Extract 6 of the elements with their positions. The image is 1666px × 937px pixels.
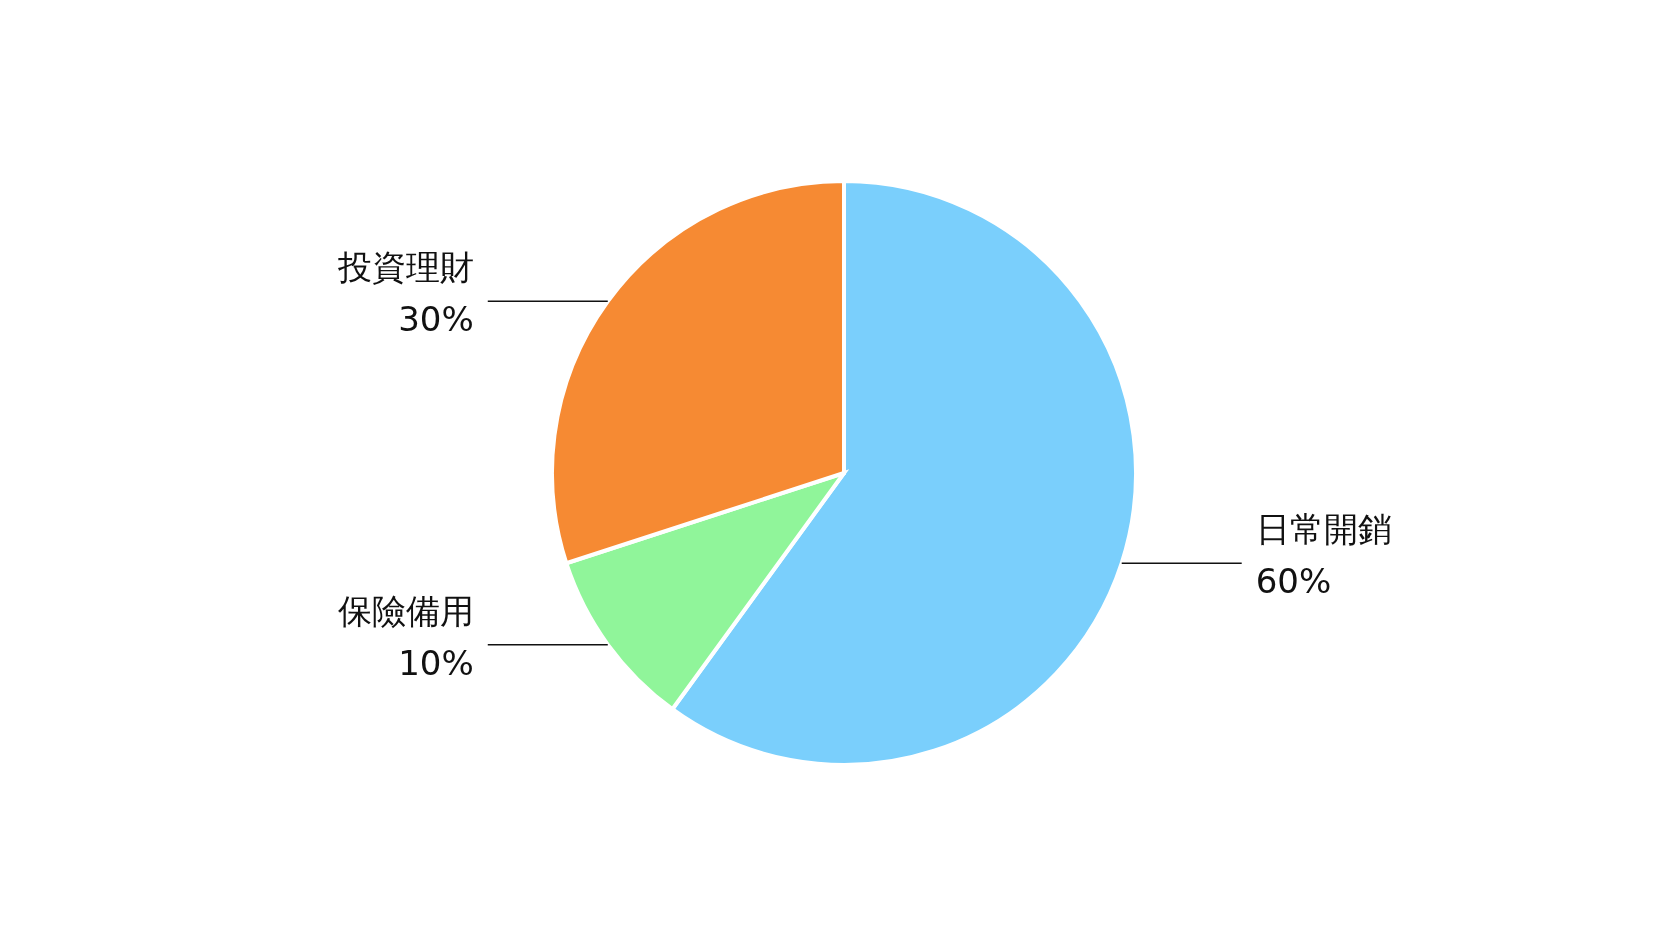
data-label: 60% [1255,561,1332,602]
slice-label: 投資理財 [336,247,474,288]
slice-label: 保險備用 [337,590,474,631]
slice-label: 日常開銷 [1255,509,1392,550]
data-label: 10% [398,642,474,683]
data-label: 30% [398,299,474,340]
